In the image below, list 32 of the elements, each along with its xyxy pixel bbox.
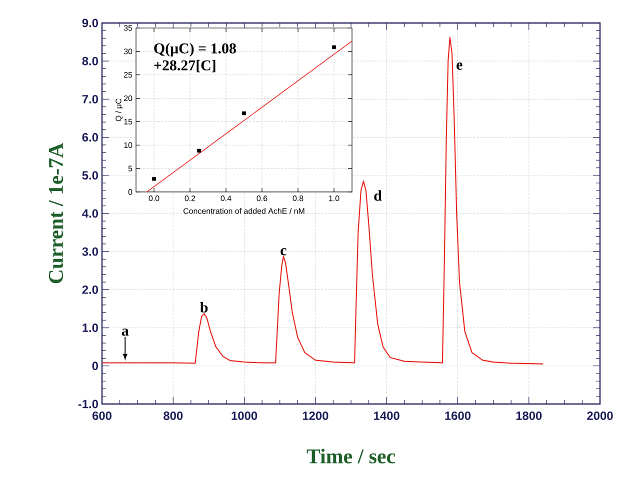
y-tick-label: 6.0 <box>82 133 98 142</box>
x-tick-label: 1200 <box>302 411 328 420</box>
y-tick-label: 5.0 <box>82 171 98 180</box>
x-tick-label: 1000 <box>232 411 258 420</box>
y-tick-label: 9.0 <box>82 18 98 28</box>
y-tick-label: 1.0 <box>82 324 98 332</box>
y-tick-label: 3.0 <box>82 247 98 256</box>
y-axis-title: Current / 1e-7A <box>48 142 64 284</box>
annotation: b <box>200 302 208 312</box>
x-tick-label: 800 <box>164 411 183 420</box>
y-tick-label: 8.0 <box>82 56 98 66</box>
annotation: e <box>456 62 462 70</box>
annotation: +28.27[C] <box>154 60 216 72</box>
y-tick-label: 0 <box>92 362 98 370</box>
x-tick-label: 1600 <box>445 411 471 420</box>
annotation: c <box>280 248 286 256</box>
x-axis-title: Time / sec <box>306 448 396 464</box>
point <box>152 176 156 181</box>
y-tick-label: 4.0 <box>82 209 98 218</box>
annotation: d <box>374 190 382 201</box>
x-tick-label: 1400 <box>374 411 400 420</box>
x-tick-label: 2000 <box>587 411 613 420</box>
point <box>197 148 201 153</box>
point <box>242 111 246 116</box>
x-tick-label: 600 <box>92 411 112 420</box>
point <box>332 45 336 50</box>
y-tick-label: -1.0 <box>78 400 98 408</box>
annotation: Q(μC) = 1.08 <box>154 42 236 56</box>
y-tick-label: 7.0 <box>82 94 98 104</box>
y-tick-label: 2.0 <box>82 285 98 294</box>
x-tick-label: 1800 <box>516 411 542 420</box>
annotation: a <box>122 328 129 336</box>
